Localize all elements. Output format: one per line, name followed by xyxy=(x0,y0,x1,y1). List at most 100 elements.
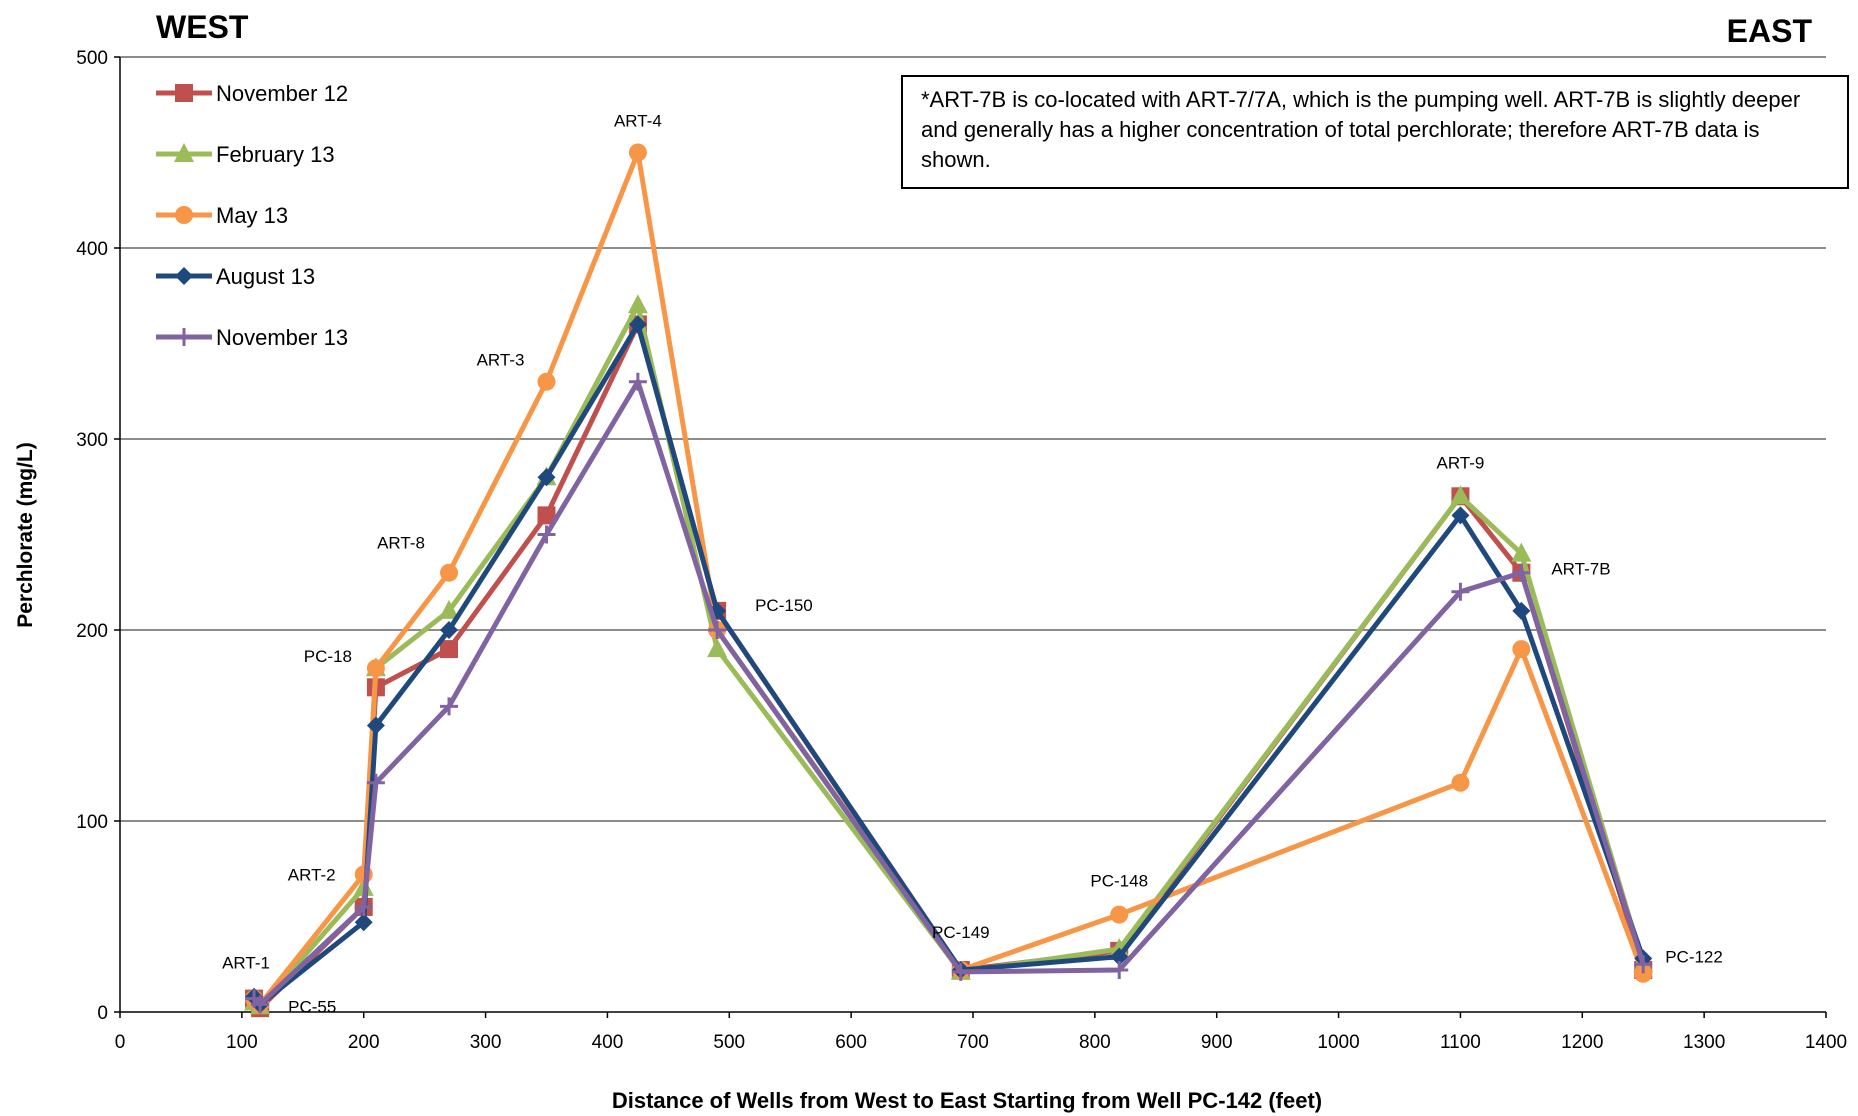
legend-label: May 13 xyxy=(216,203,288,228)
legend-marker xyxy=(175,206,193,224)
series-august-13 xyxy=(245,315,1653,1014)
east-label: EAST xyxy=(1727,13,1813,49)
x-tick-label: 600 xyxy=(835,1032,867,1053)
axes: 0 100 200 300 400 500 0 100 200 300 400 500 600 700 80… xyxy=(76,48,1847,1053)
data-point xyxy=(1110,905,1129,924)
well-label: ART-3 xyxy=(477,351,525,370)
well-label: ART-4 xyxy=(614,112,662,131)
well-label: PC-150 xyxy=(755,596,813,615)
y-tick-label: 200 xyxy=(76,621,108,642)
y-tick-label: 300 xyxy=(76,430,108,451)
x-tick-label: 100 xyxy=(226,1032,258,1053)
data-point xyxy=(1110,947,1129,966)
legend-item: May 13 xyxy=(156,203,288,228)
x-tick-label: 0 xyxy=(115,1032,126,1053)
west-label: WEST xyxy=(156,9,249,45)
series-line xyxy=(252,321,1646,1007)
data-point xyxy=(440,640,459,659)
x-tick-label: 400 xyxy=(592,1032,624,1053)
well-label: ART-1 xyxy=(222,954,270,973)
legend-marker xyxy=(174,143,194,162)
data-point xyxy=(366,716,385,735)
data-point xyxy=(440,697,459,716)
legend: November 12 February 13 May 13 August 13 Nov… xyxy=(156,81,348,350)
x-tick-label: 300 xyxy=(470,1032,502,1053)
data-point xyxy=(1451,773,1470,792)
well-label: PC-55 xyxy=(288,997,336,1016)
legend-label: November 13 xyxy=(216,325,348,350)
annotation-note: *ART-7B is co-located with ART-7/7A, whi… xyxy=(901,75,1849,189)
data-point xyxy=(707,638,728,658)
data-point xyxy=(537,372,556,391)
well-label: PC-148 xyxy=(1090,872,1148,891)
legend-label: November 12 xyxy=(216,81,348,106)
well-label: ART-2 xyxy=(288,865,336,884)
x-tick-label: 500 xyxy=(713,1032,745,1053)
data-point xyxy=(628,372,647,391)
legend-marker xyxy=(175,328,193,346)
series-layer xyxy=(244,143,1654,1018)
y-tick-label: 400 xyxy=(76,239,108,260)
data-point xyxy=(1512,563,1531,582)
well-label: PC-149 xyxy=(932,923,990,942)
series-may-13 xyxy=(245,143,1653,1014)
x-tick-label: 1000 xyxy=(1317,1032,1359,1053)
data-point xyxy=(1634,955,1653,974)
data-point xyxy=(1110,960,1129,979)
data-point xyxy=(366,659,385,678)
x-tick-label: 1400 xyxy=(1805,1032,1847,1053)
well-label: PC-122 xyxy=(1665,948,1723,967)
data-point xyxy=(440,563,459,582)
series-november-13 xyxy=(245,372,1653,1014)
well-label: ART-9 xyxy=(1436,453,1484,472)
data-point xyxy=(1451,582,1470,601)
series-november-12 xyxy=(245,315,1653,1018)
y-tick-label: 500 xyxy=(76,48,108,69)
series-line xyxy=(252,150,1646,1007)
x-tick-label: 1100 xyxy=(1440,1032,1481,1053)
data-point xyxy=(628,143,647,162)
data-point xyxy=(1451,506,1470,525)
data-point xyxy=(951,962,970,981)
well-labels: ART-1 PC-55 ART-2 PC-18 ART-8 ART-3 ART-4 PC-15… xyxy=(222,112,1723,1017)
x-tick-label: 700 xyxy=(957,1032,989,1053)
y-tick-label: 100 xyxy=(76,812,108,833)
legend-label: August 13 xyxy=(216,264,315,289)
legend-item: November 12 xyxy=(156,81,348,106)
data-point xyxy=(440,621,459,639)
well-label: PC-18 xyxy=(304,647,352,666)
x-axis-title: Distance of Wells from West to East Star… xyxy=(612,1088,1322,1113)
data-point xyxy=(251,995,270,1014)
data-point xyxy=(537,525,556,544)
legend-marker xyxy=(175,267,193,285)
data-point xyxy=(366,773,385,792)
x-tick-label: 200 xyxy=(348,1032,380,1053)
y-tick-label: 0 xyxy=(97,1003,108,1024)
data-point xyxy=(628,315,647,334)
well-label: ART-7B xyxy=(1551,560,1610,579)
series-line xyxy=(252,379,1646,1007)
well-label: ART-8 xyxy=(377,534,425,553)
data-point xyxy=(354,913,373,932)
legend-label: February 13 xyxy=(216,142,335,167)
data-point xyxy=(439,599,460,619)
x-tick-label: 900 xyxy=(1201,1032,1233,1053)
series-line xyxy=(251,321,1646,1011)
data-point xyxy=(537,468,556,487)
series-line xyxy=(252,302,1646,1009)
x-tick-label: 800 xyxy=(1079,1032,1111,1053)
x-tick-label: 1200 xyxy=(1561,1032,1603,1053)
data-point xyxy=(1512,601,1531,620)
data-point xyxy=(1634,964,1653,983)
legend-item: August 13 xyxy=(156,264,315,289)
legend-item: February 13 xyxy=(156,142,335,167)
y-axis-title: Perchlorate (mg/L) xyxy=(14,442,37,628)
data-point xyxy=(1512,640,1531,659)
data-point xyxy=(1511,542,1532,562)
data-point xyxy=(537,506,556,525)
data-point xyxy=(1450,485,1471,505)
data-point xyxy=(708,621,727,639)
data-point xyxy=(354,897,373,916)
legend-marker xyxy=(175,84,193,102)
